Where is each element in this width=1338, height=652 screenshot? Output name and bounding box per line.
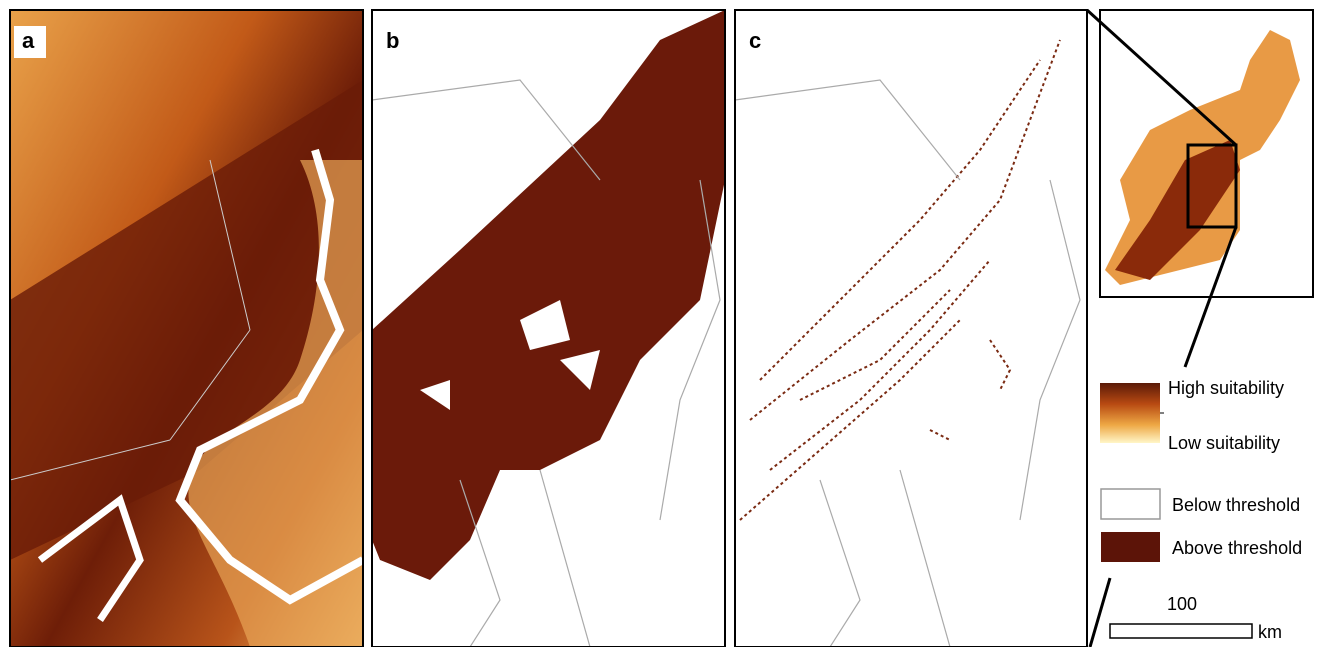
figure: a b c High suitability Low suitability B…: [0, 0, 1338, 647]
leader-line: [1090, 578, 1110, 647]
legend-label: Below threshold: [1172, 495, 1300, 515]
legend-label: Low suitability: [1168, 433, 1280, 453]
panel-label: a: [22, 28, 35, 53]
legend-label: Above threshold: [1172, 538, 1302, 558]
scale-unit: km: [1258, 622, 1282, 642]
panel-label: b: [386, 28, 399, 53]
below-swatch: [1101, 489, 1160, 519]
scale-bar: [1110, 624, 1252, 638]
gradient-swatch: [1100, 383, 1160, 443]
legend-label: High suitability: [1168, 378, 1284, 398]
above-swatch: [1101, 532, 1160, 562]
scale-distance: 100: [1167, 594, 1197, 614]
panel-b-map: [372, 10, 725, 647]
panel-a-map: [10, 10, 363, 647]
panel-label: c: [749, 28, 761, 53]
panel-c-map: [735, 10, 1087, 647]
